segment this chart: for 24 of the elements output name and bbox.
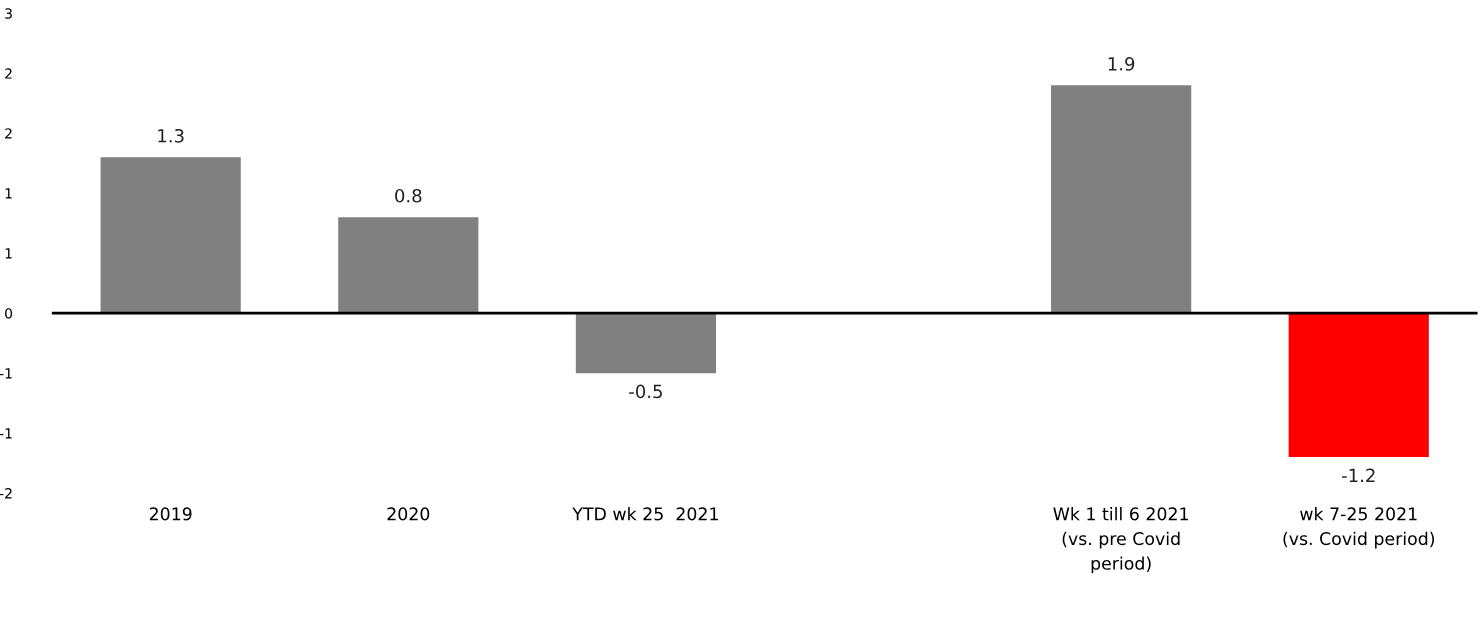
x-tick-label: 2020 [387, 507, 430, 521]
y-tick-label: -2 [0, 488, 12, 499]
x-tick-label: wk 7-25 2021 (vs. Covid period) [1283, 507, 1435, 549]
data-label: -1.2 [1342, 468, 1375, 482]
x-tick-label: 2019 [149, 507, 192, 521]
y-tick-label: -1 [0, 428, 12, 439]
y-tick-label: 1 [5, 248, 12, 259]
bar [575, 313, 716, 374]
y-tick-label: 1 [5, 188, 12, 199]
y-tick-label: 0 [5, 308, 13, 319]
bar [1051, 85, 1192, 314]
y-tick-label: 2 [5, 68, 12, 79]
y-tick-label: 2 [5, 128, 12, 139]
y-tick-label: -1 [0, 368, 12, 379]
bar [338, 217, 479, 314]
data-label: 1.3 [158, 128, 184, 143]
x-tick-label: Wk 1 till 6 2021 (vs. pre Covid period) [1053, 507, 1188, 574]
data-label: 0.8 [395, 188, 422, 203]
bar [100, 157, 241, 314]
bar [1288, 313, 1429, 458]
y-tick-label: 3 [5, 8, 12, 19]
x-tick-label: YTD wk 25 2021 [572, 507, 718, 521]
data-label: -0.5 [629, 384, 662, 399]
data-label: 1.9 [1108, 57, 1135, 71]
